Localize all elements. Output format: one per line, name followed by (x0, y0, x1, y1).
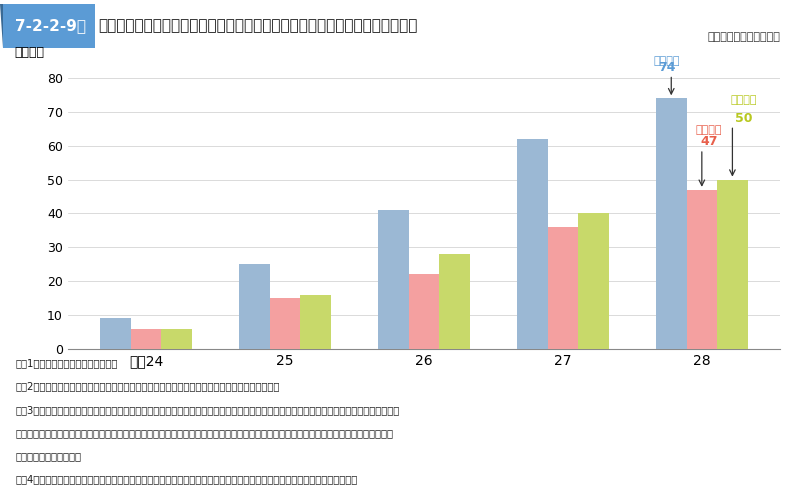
Bar (3, 4, 95, 48)
Polygon shape (0, 4, 3, 48)
Bar (162, 329, 192, 349)
Bar (378, 210, 408, 349)
Bar (408, 274, 439, 349)
Text: 50: 50 (735, 112, 752, 125)
Text: 2　各年末現在において，各制度の導入が確認されている地方公共団体の数を計上している。: 2 各年末現在において，各制度の導入が確認されている地方公共団体の数を計上してい… (16, 382, 280, 392)
Bar (656, 98, 686, 349)
Text: するものをいう。: するものをいう。 (16, 451, 82, 461)
Bar (578, 213, 609, 349)
Bar (100, 318, 131, 349)
Text: （平成２４年～２８年）: （平成２４年～２８年） (707, 32, 780, 42)
Bar (239, 264, 270, 349)
Bar (717, 180, 747, 349)
Bar (131, 329, 162, 349)
Bar (439, 254, 470, 349)
Text: 地方公共団体における協力雇用主支援等の取組等の取組状況の推移（取組別）: 地方公共団体における協力雇用主支援等の取組等の取組状況の推移（取組別） (99, 18, 418, 34)
Text: 74: 74 (658, 61, 676, 74)
Text: 7-2-2-9図: 7-2-2-9図 (15, 18, 86, 34)
Text: 47: 47 (700, 135, 717, 148)
Text: 場合，あるいは，協力雇用主として保護観察対象者等を雇用した実績がある場合に，社会貢献活動や地域貢献活動として加点し，優遇: 場合，あるいは，協力雇用主として保護観察対象者等を雇用した実績がある場合に，社会… (16, 428, 394, 438)
Text: （団体）: （団体） (14, 46, 45, 59)
Bar (686, 190, 717, 349)
Text: 注　1　法務省保護局の資料による。: 注 1 法務省保護局の資料による。 (16, 358, 119, 368)
Text: 総合評価: 総合評価 (696, 126, 722, 136)
Text: 3　「入札参加」は，入札参加資格審査において，「総合評価」は，総合評価落札方式において，それぞれ協力雇用主として登録している: 3 「入札参加」は，入札参加資格審査において，「総合評価」は，総合評価落札方式に… (16, 405, 400, 415)
Text: 直接雇用: 直接雇用 (730, 95, 757, 105)
Bar (300, 295, 331, 349)
Bar (270, 298, 300, 349)
Text: 4　「直接雇用」は，地方公共団体が保護観察対象者等の就労支援のため非常勤職員として一定期間雇用するものをいう。: 4 「直接雇用」は，地方公共団体が保護観察対象者等の就労支援のため非常勤職員とし… (16, 475, 358, 485)
Text: 入札参加: 入札参加 (654, 56, 681, 66)
Bar (517, 139, 548, 349)
Bar (548, 227, 578, 349)
